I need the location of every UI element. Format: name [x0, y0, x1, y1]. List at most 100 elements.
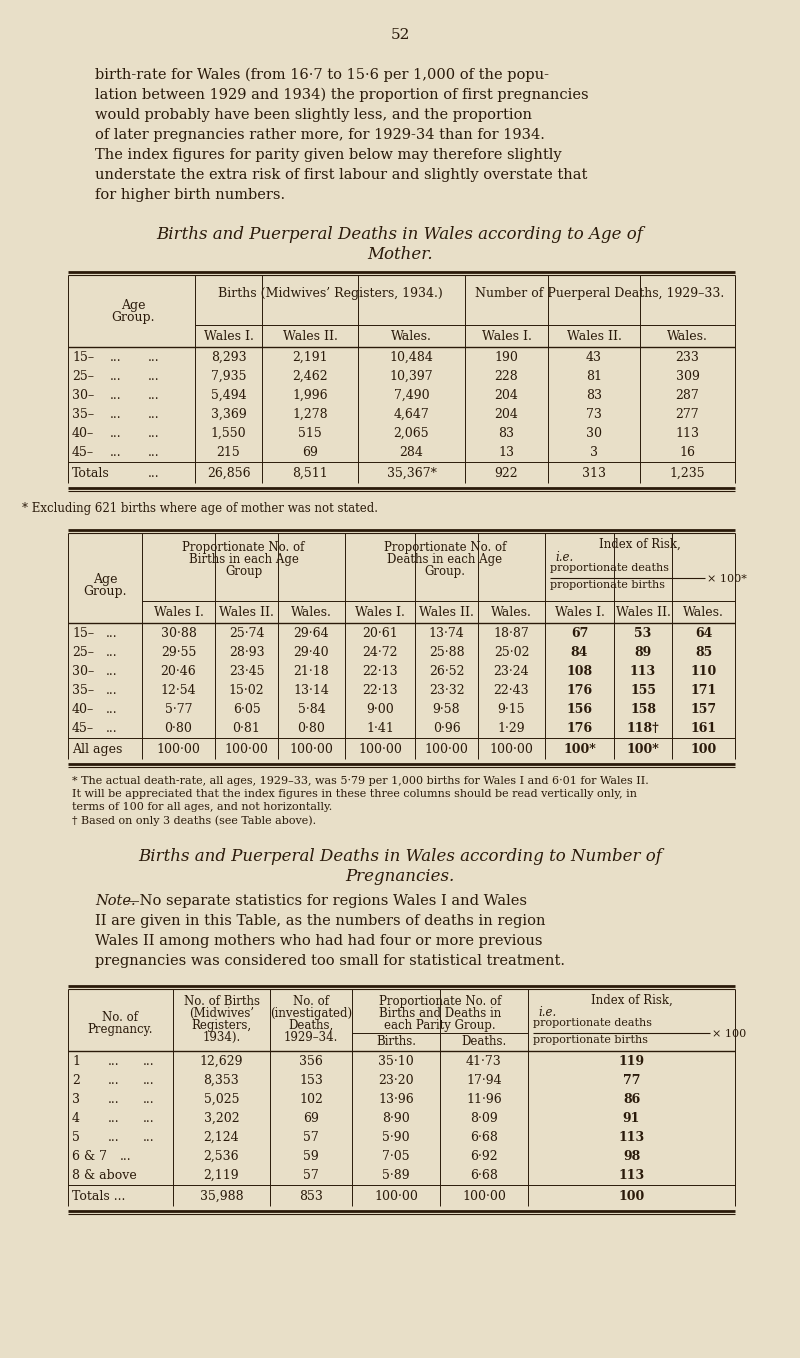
Text: 81: 81 — [586, 369, 602, 383]
Text: No. of: No. of — [102, 1010, 138, 1024]
Text: ...: ... — [106, 646, 118, 659]
Text: 52: 52 — [390, 29, 410, 42]
Text: 86: 86 — [623, 1093, 640, 1105]
Text: * Excluding 621 births where age of mother was not stated.: * Excluding 621 births where age of moth… — [22, 502, 378, 515]
Text: 233: 233 — [675, 350, 699, 364]
Text: 176: 176 — [566, 722, 593, 735]
Text: 30·88: 30·88 — [161, 627, 197, 640]
Text: —No separate statistics for regions Wales I and Wales: —No separate statistics for regions Wale… — [125, 894, 527, 909]
Text: Births (Midwives’ Registers, 1934.): Births (Midwives’ Registers, 1934.) — [218, 287, 442, 300]
Text: 158: 158 — [630, 703, 656, 716]
Text: 57: 57 — [303, 1131, 319, 1143]
Text: 22·43: 22·43 — [494, 684, 530, 697]
Text: 100·00: 100·00 — [462, 1190, 506, 1203]
Text: Group: Group — [225, 565, 262, 579]
Text: ...: ... — [120, 1150, 132, 1162]
Text: 100·00: 100·00 — [225, 743, 269, 756]
Text: 40–: 40– — [72, 426, 94, 440]
Text: 6·68: 6·68 — [470, 1169, 498, 1181]
Text: 157: 157 — [690, 703, 717, 716]
Text: 67: 67 — [571, 627, 588, 640]
Text: ...: ... — [110, 407, 122, 421]
Text: Proportionate No. of: Proportionate No. of — [384, 540, 506, 554]
Text: No. of Births: No. of Births — [183, 995, 259, 1008]
Text: 25·88: 25·88 — [429, 646, 464, 659]
Text: Note.: Note. — [95, 894, 136, 909]
Text: 108: 108 — [566, 665, 593, 678]
Text: ...: ... — [143, 1112, 154, 1124]
Text: 100·00: 100·00 — [290, 743, 334, 756]
Text: 23·24: 23·24 — [494, 665, 530, 678]
Text: 64: 64 — [695, 627, 712, 640]
Text: 15·02: 15·02 — [229, 684, 264, 697]
Text: each Parity Group.: each Parity Group. — [384, 1018, 496, 1032]
Text: 100·00: 100·00 — [358, 743, 402, 756]
Text: ...: ... — [110, 388, 122, 402]
Text: 26·52: 26·52 — [429, 665, 464, 678]
Text: proportionate births: proportionate births — [550, 580, 665, 589]
Text: 28·93: 28·93 — [229, 646, 264, 659]
Text: ...: ... — [108, 1055, 120, 1067]
Text: 153: 153 — [299, 1074, 323, 1086]
Text: × 100*: × 100* — [707, 574, 747, 584]
Text: ...: ... — [108, 1131, 120, 1143]
Text: 11·96: 11·96 — [466, 1093, 502, 1105]
Text: 23·32: 23·32 — [429, 684, 464, 697]
Text: 16: 16 — [679, 445, 695, 459]
Text: 118†: 118† — [626, 722, 659, 735]
Text: 6·68: 6·68 — [470, 1131, 498, 1143]
Text: Wales I.: Wales I. — [554, 606, 605, 619]
Text: 3,369: 3,369 — [210, 407, 246, 421]
Text: 100·00: 100·00 — [490, 743, 534, 756]
Text: 8 & above: 8 & above — [72, 1169, 137, 1181]
Text: 43: 43 — [586, 350, 602, 364]
Text: 156: 156 — [566, 703, 593, 716]
Text: ...: ... — [106, 684, 118, 697]
Text: Totals ...: Totals ... — [72, 1190, 126, 1203]
Text: ...: ... — [148, 407, 160, 421]
Text: 1,235: 1,235 — [670, 467, 706, 479]
Text: II are given in this Table, as the numbers of deaths in region: II are given in this Table, as the numbe… — [95, 914, 546, 928]
Text: 13·96: 13·96 — [378, 1093, 414, 1105]
Text: 30: 30 — [586, 426, 602, 440]
Text: Wales.: Wales. — [391, 330, 432, 344]
Text: 2,191: 2,191 — [292, 350, 328, 364]
Text: ...: ... — [110, 426, 122, 440]
Text: 2,462: 2,462 — [292, 369, 328, 383]
Text: Deaths.: Deaths. — [462, 1035, 506, 1048]
Text: 155: 155 — [630, 684, 656, 697]
Text: 100*: 100* — [626, 743, 659, 756]
Text: Number of Puerperal Deaths, 1929–33.: Number of Puerperal Deaths, 1929–33. — [475, 287, 725, 300]
Text: Group.: Group. — [425, 565, 466, 579]
Text: 5·84: 5·84 — [298, 703, 326, 716]
Text: 110: 110 — [690, 665, 717, 678]
Text: i.e.: i.e. — [555, 551, 574, 564]
Text: 7,490: 7,490 — [394, 388, 430, 402]
Text: ...: ... — [106, 627, 118, 640]
Text: proportionate births: proportionate births — [533, 1035, 648, 1046]
Text: 22·13: 22·13 — [362, 684, 398, 697]
Text: Wales.: Wales. — [491, 606, 532, 619]
Text: 29·55: 29·55 — [161, 646, 196, 659]
Text: 12,629: 12,629 — [200, 1055, 243, 1067]
Text: 22·13: 22·13 — [362, 665, 398, 678]
Text: 3: 3 — [72, 1093, 80, 1105]
Text: ...: ... — [148, 350, 160, 364]
Text: ...: ... — [148, 369, 160, 383]
Text: 20·46: 20·46 — [161, 665, 196, 678]
Text: Index of Risk,: Index of Risk, — [590, 994, 672, 1008]
Text: 100: 100 — [618, 1190, 645, 1203]
Text: Registers,: Registers, — [191, 1018, 251, 1032]
Text: † Based on only 3 deaths (see Table above).: † Based on only 3 deaths (see Table abov… — [72, 815, 316, 826]
Text: pregnancies was considered too small for statistical treatment.: pregnancies was considered too small for… — [95, 955, 565, 968]
Text: 40–: 40– — [72, 703, 94, 716]
Text: 15–: 15– — [72, 627, 94, 640]
Text: 13: 13 — [498, 445, 514, 459]
Text: 0·96: 0·96 — [433, 722, 460, 735]
Text: 4,647: 4,647 — [394, 407, 430, 421]
Text: 8·90: 8·90 — [382, 1112, 410, 1124]
Text: All ages: All ages — [72, 743, 122, 756]
Text: 1,996: 1,996 — [292, 388, 328, 402]
Text: 2,124: 2,124 — [204, 1131, 239, 1143]
Text: 69: 69 — [302, 445, 318, 459]
